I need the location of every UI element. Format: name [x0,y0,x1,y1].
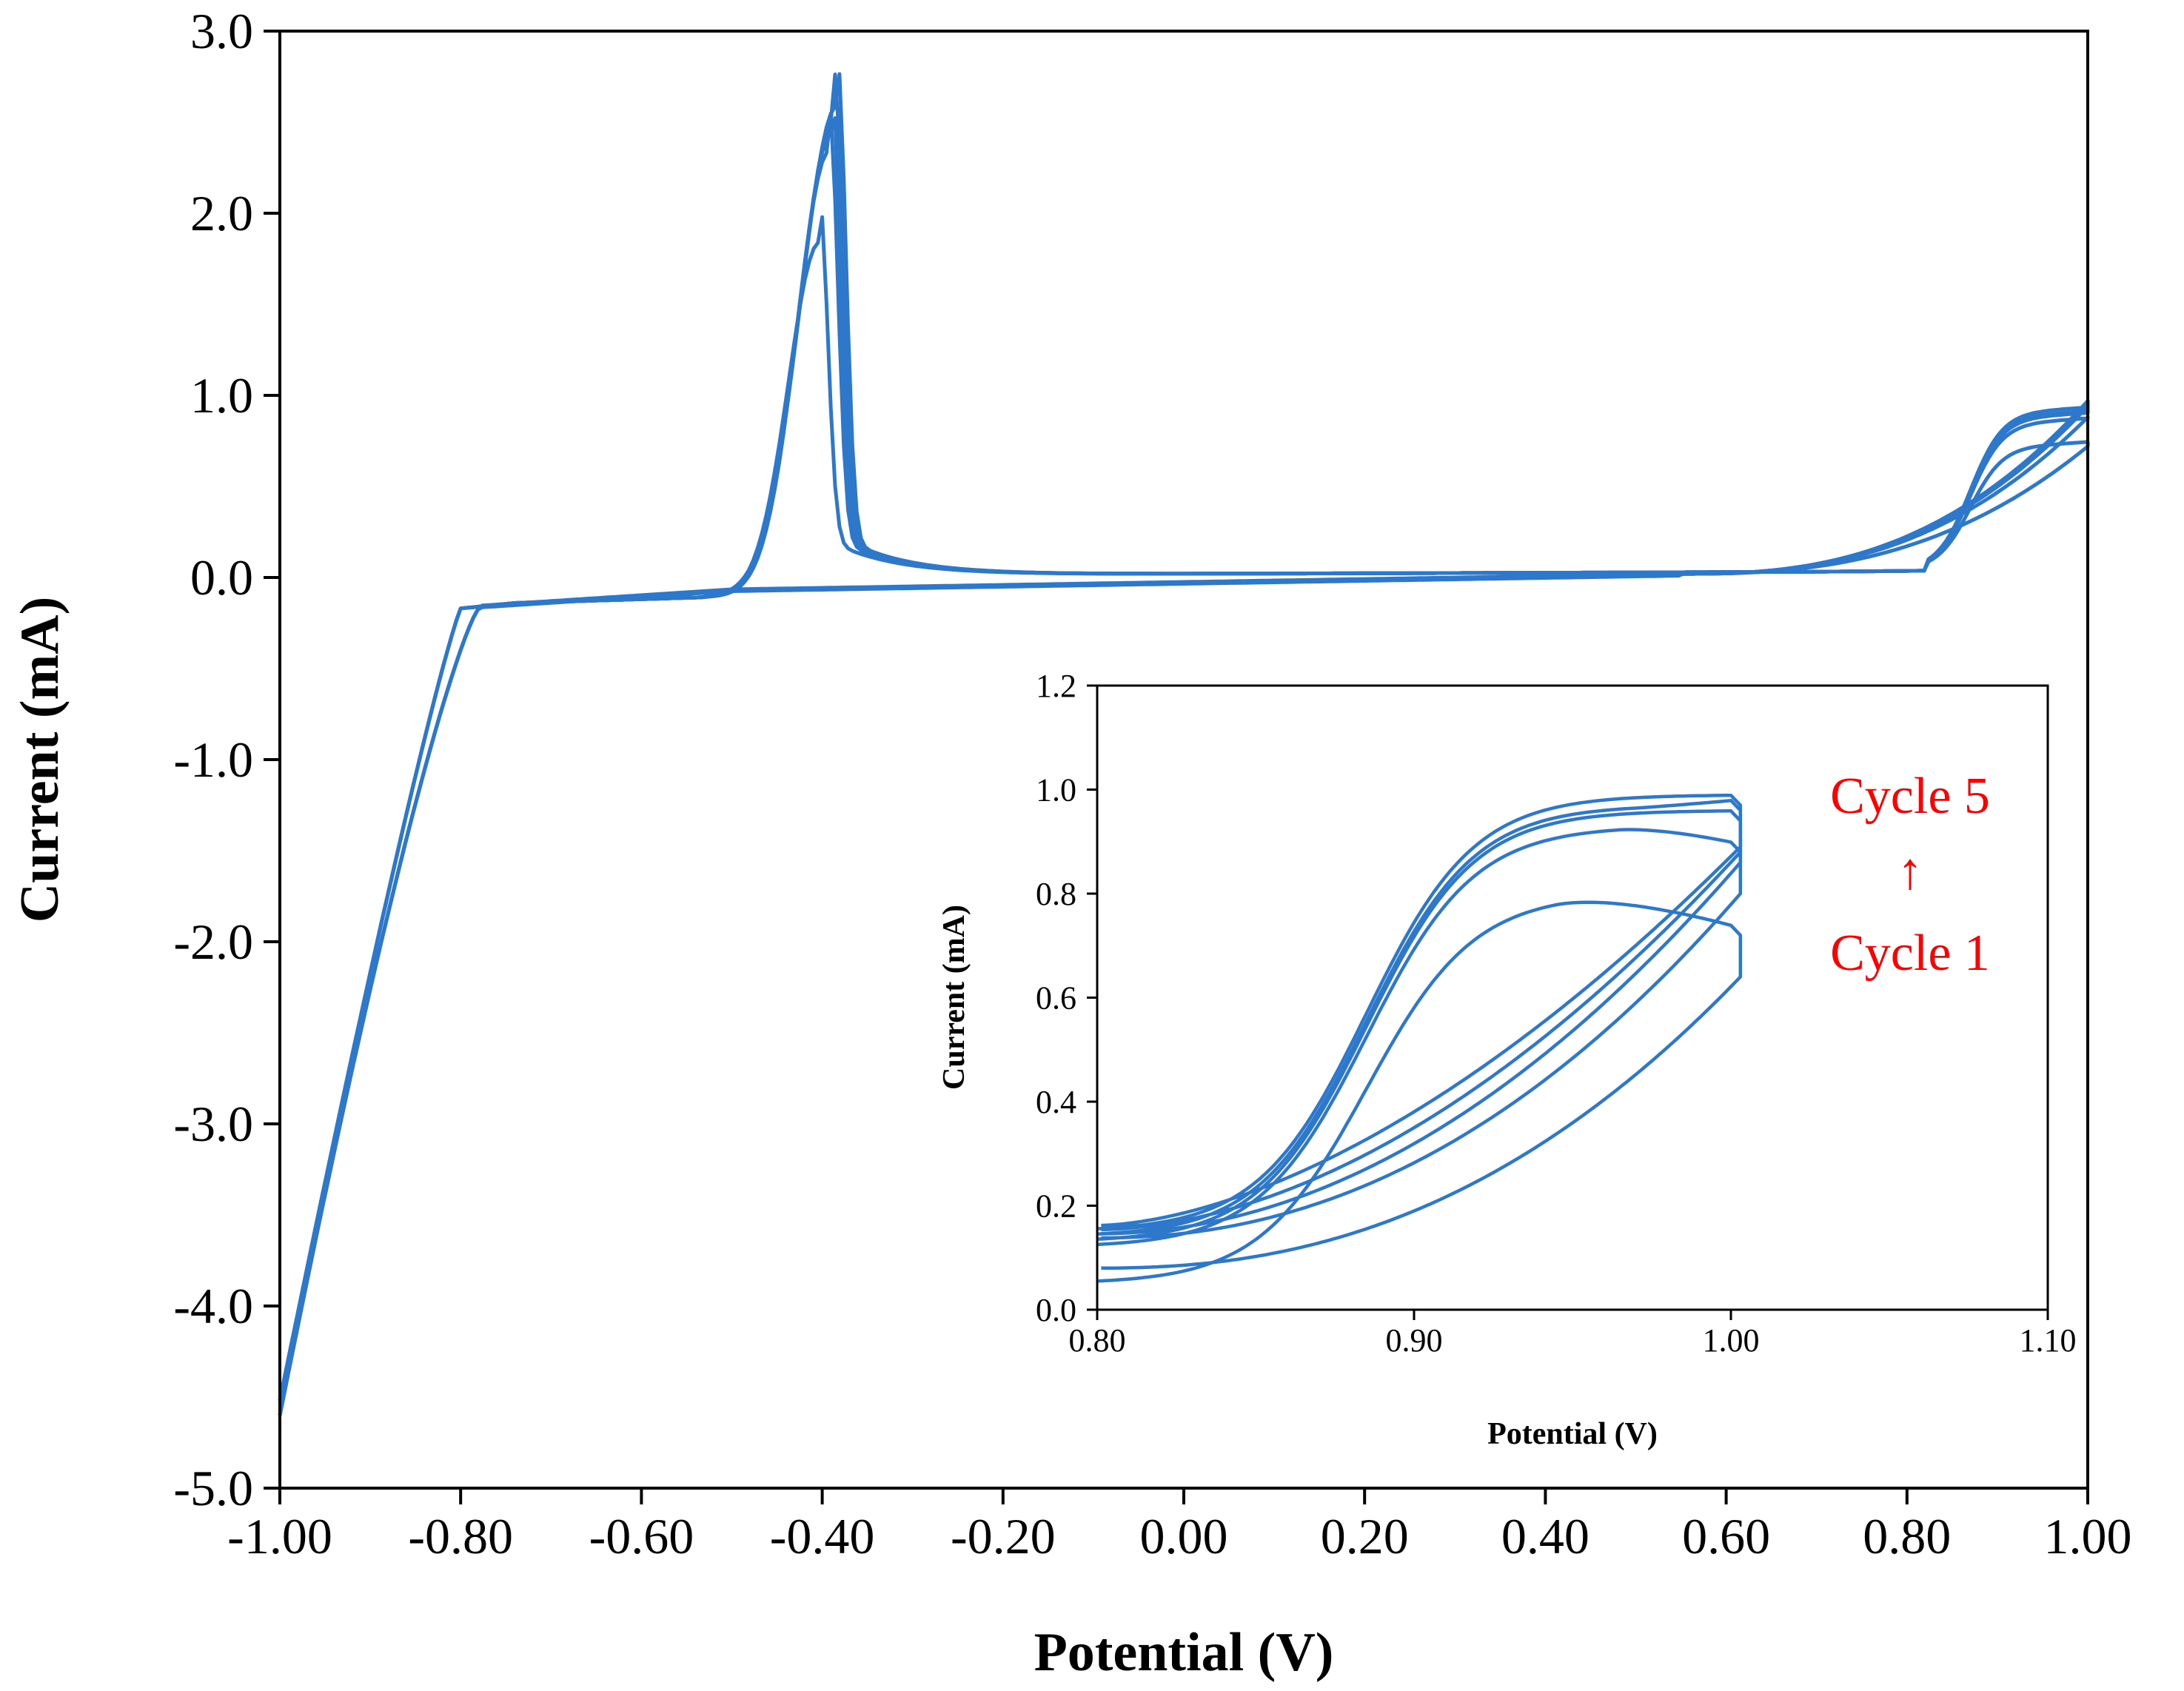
inset-x-axis: 0.80 0.90 1.00 1.10 [1069,1310,2077,1359]
cycle-annotation: Cycle 5 ↑ Cycle 1 [1830,768,1990,982]
main-chart: -1.00 -0.80 -0.60 -0.40 -0.20 0.00 0.20 0.40 0.6… [10,3,2132,1683]
main-x-tick-label: 0.60 [1682,1508,1770,1564]
inset-chart: 0.80 0.90 1.00 1.10 0.0 0.2 0.4 0.6 0.8 1.0 1.2 P… [937,668,2077,1451]
inset-x-tick-label: 1.00 [1703,1322,1760,1359]
main-x-tick-label: -0.60 [589,1508,694,1564]
main-y-tick-label: -5.0 [173,1460,253,1516]
main-y-tick-label: -1.0 [173,731,253,788]
annotation-arrow: ↑ [1897,843,1923,900]
inset-x-tick-label: 1.10 [2020,1322,2077,1359]
inset-y-tick-label: 0.2 [1036,1188,1076,1224]
main-x-tick-label: -0.80 [408,1508,513,1564]
inset-y-tick-label: 0.4 [1036,1084,1076,1120]
inset-y-tick-label: 0.8 [1036,876,1076,912]
main-x-tick-label: -1.00 [227,1508,332,1564]
inset-x-tick-label: 0.90 [1386,1322,1443,1359]
main-x-tick-label: -0.20 [951,1508,1056,1564]
main-y-tick-label: 1.0 [190,367,253,423]
main-y-tick-label: -3.0 [173,1096,253,1152]
main-y-tick-label: -2.0 [173,914,253,970]
main-x-tick-label: 0.00 [1140,1508,1228,1564]
inset-x-axis-title: Potential (V) [1487,1417,1658,1451]
main-x-tick-label: 1.00 [2044,1508,2132,1564]
main-y-tick-label: 2.0 [190,185,253,241]
annotation-cycle-5: Cycle 5 [1830,768,1990,825]
inset-y-tick-label: 0.6 [1036,980,1076,1016]
main-y-tick-label: 0.0 [190,549,253,606]
inset-series-1 [1096,900,1743,1283]
inset-curves [1096,793,1743,1283]
main-y-tick-label: -4.0 [173,1278,253,1334]
main-y-axis: 3.0 2.0 1.0 0.0 -1.0 -2.0 -3.0 -4.0 -5.0 [173,3,280,1516]
main-x-tick-label: 0.40 [1501,1508,1590,1564]
inset-y-axis: 0.0 0.2 0.4 0.6 0.8 1.0 1.2 [1036,668,1097,1328]
main-y-tick-label: 3.0 [190,3,253,59]
inset-series-5 [1096,793,1743,1230]
main-x-tick-label: 0.80 [1863,1508,1951,1564]
inset-y-axis-title: Current (mA) [937,905,971,1090]
main-x-tick-label: 0.20 [1321,1508,1409,1564]
main-x-axis: -1.00 -0.80 -0.60 -0.40 -0.20 0.00 0.20 0.40 0.6… [227,1488,2132,1564]
annotation-cycle-1: Cycle 1 [1830,925,1990,982]
inset-y-tick-label: 1.2 [1036,668,1076,704]
main-y-axis-title: Current (mA) [10,597,70,922]
inset-x-tick-label: 0.80 [1069,1322,1126,1359]
main-x-tick-label: -0.40 [770,1508,875,1564]
inset-y-tick-label: 1.0 [1036,771,1076,808]
inset-y-tick-label: 0.0 [1036,1292,1076,1328]
main-x-axis-title: Potential (V) [1034,1622,1334,1683]
